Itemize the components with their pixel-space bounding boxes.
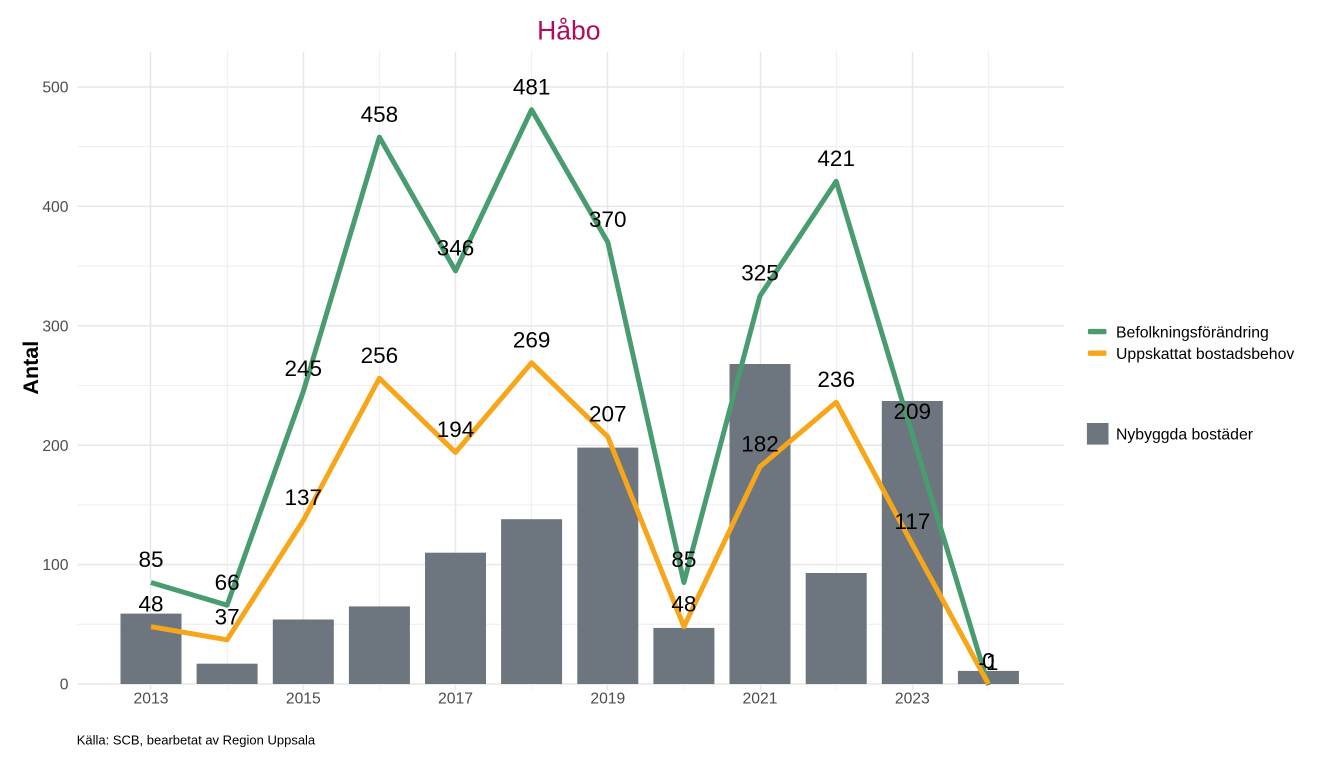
svg-text:Håbo: Håbo bbox=[537, 15, 600, 45]
svg-text:2023: 2023 bbox=[895, 691, 930, 708]
svg-text:500: 500 bbox=[42, 80, 68, 97]
svg-text:0: 0 bbox=[60, 677, 69, 694]
svg-text:269: 269 bbox=[513, 328, 551, 353]
svg-text:85: 85 bbox=[138, 547, 163, 572]
svg-text:Nybyggda bostäder: Nybyggda bostäder bbox=[1116, 427, 1253, 444]
svg-text:Antal: Antal bbox=[19, 341, 43, 395]
svg-text:200: 200 bbox=[42, 438, 68, 455]
svg-text:2017: 2017 bbox=[438, 691, 473, 708]
svg-text:182: 182 bbox=[741, 431, 779, 456]
svg-text:481: 481 bbox=[513, 74, 551, 99]
svg-text:194: 194 bbox=[437, 417, 475, 442]
svg-text:0: 0 bbox=[982, 649, 995, 674]
svg-text:209: 209 bbox=[894, 399, 932, 424]
svg-text:2015: 2015 bbox=[286, 691, 321, 708]
svg-text:37: 37 bbox=[215, 605, 240, 630]
svg-text:137: 137 bbox=[285, 485, 323, 510]
svg-text:207: 207 bbox=[589, 402, 627, 427]
svg-text:2021: 2021 bbox=[743, 691, 778, 708]
svg-text:245: 245 bbox=[285, 356, 323, 381]
svg-text:-1: -1 bbox=[978, 650, 998, 675]
svg-text:66: 66 bbox=[215, 570, 240, 595]
svg-text:325: 325 bbox=[741, 261, 779, 286]
svg-text:2019: 2019 bbox=[590, 691, 625, 708]
svg-text:85: 85 bbox=[671, 547, 696, 572]
svg-text:256: 256 bbox=[361, 343, 399, 368]
svg-text:421: 421 bbox=[817, 146, 855, 171]
svg-text:Befolkningsförändring: Befolkningsförändring bbox=[1116, 324, 1269, 341]
svg-text:48: 48 bbox=[671, 591, 696, 616]
svg-text:400: 400 bbox=[42, 199, 68, 216]
svg-text:300: 300 bbox=[42, 318, 68, 335]
svg-text:2013: 2013 bbox=[134, 691, 169, 708]
svg-text:370: 370 bbox=[589, 207, 627, 232]
svg-text:117: 117 bbox=[894, 509, 930, 534]
svg-text:100: 100 bbox=[42, 557, 68, 574]
svg-text:Uppskattat bostadsbehov: Uppskattat bostadsbehov bbox=[1116, 346, 1294, 363]
svg-text:346: 346 bbox=[437, 236, 475, 261]
svg-text:Källa: SCB, bearbetat av Regio: Källa: SCB, bearbetat av Region Uppsala bbox=[77, 733, 316, 748]
svg-text:458: 458 bbox=[361, 102, 399, 127]
svg-text:236: 236 bbox=[817, 367, 855, 392]
svg-text:48: 48 bbox=[138, 591, 163, 616]
